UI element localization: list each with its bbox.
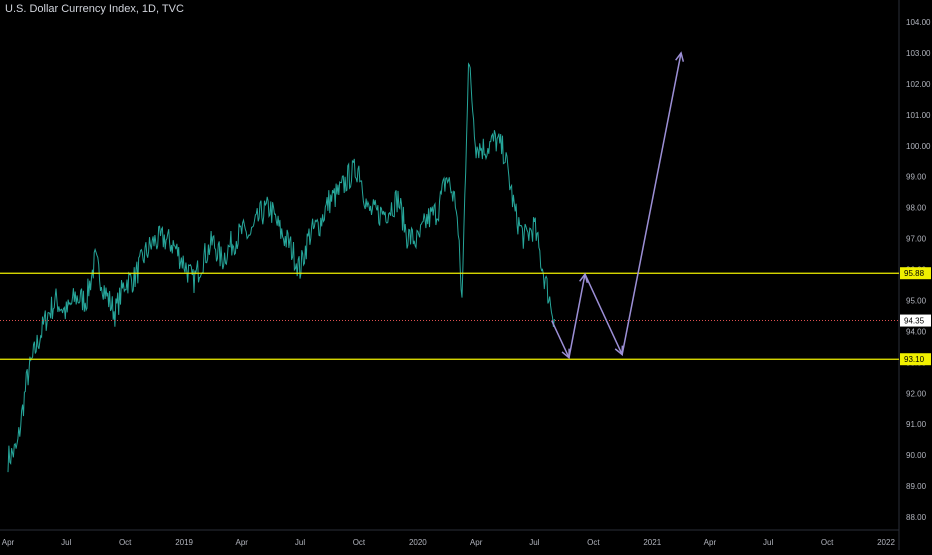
y-tick-label: 98.00 [906,204,927,213]
x-tick-label: Jul [295,538,305,547]
y-tick-label: 90.00 [906,451,927,460]
projection-segment [551,320,570,358]
series-line-dxy [7,62,555,473]
level-label-bg [900,267,931,280]
last-price-label-bg [900,314,931,327]
y-tick-label: 103.00 [906,49,931,58]
x-tick-label: Apr [704,538,717,547]
x-tick-label: Oct [119,538,132,547]
x-tick-label: Jul [61,538,71,547]
y-tick-label: 92.00 [906,389,927,398]
x-tick-label: 2020 [409,538,427,547]
x-tick-label: 2021 [643,538,661,547]
last-price-label: 94.35 [904,317,925,326]
x-tick-label: Apr [470,538,483,547]
x-tick-label: Apr [236,538,249,547]
x-tick-label: 2019 [175,538,193,547]
x-tick-label: Oct [821,538,834,547]
projection-arrowhead [561,348,570,360]
y-tick-label: 100.00 [906,142,931,151]
y-tick-label: 91.00 [906,420,927,429]
chart-title: U.S. Dollar Currency Index, 1D, TVC [5,3,184,15]
projection-arrowhead [675,51,685,62]
x-tick-label: 2022 [877,538,895,547]
y-tick-label: 89.00 [906,482,927,491]
y-tick-label: 101.00 [906,111,931,120]
x-tick-label: Oct [587,538,600,547]
y-tick-label: 94.00 [906,327,927,336]
projection-segment [584,273,623,355]
x-tick-label: Apr [2,538,15,547]
projection-segment [621,52,682,355]
x-tick-label: Oct [353,538,366,547]
projection-segment [568,273,586,358]
y-tick-label: 102.00 [906,80,931,89]
level-label: 95.88 [904,269,925,278]
y-tick-label: 99.00 [906,173,927,182]
level-label: 93.10 [904,355,925,364]
level-label-bg [900,353,931,366]
x-tick-label: Jul [529,538,539,547]
y-tick-label: 88.00 [906,513,927,522]
y-tick-label: 95.00 [906,296,927,305]
y-tick-label: 97.00 [906,235,927,244]
y-tick-label: 104.00 [906,18,931,27]
x-tick-label: Jul [763,538,773,547]
